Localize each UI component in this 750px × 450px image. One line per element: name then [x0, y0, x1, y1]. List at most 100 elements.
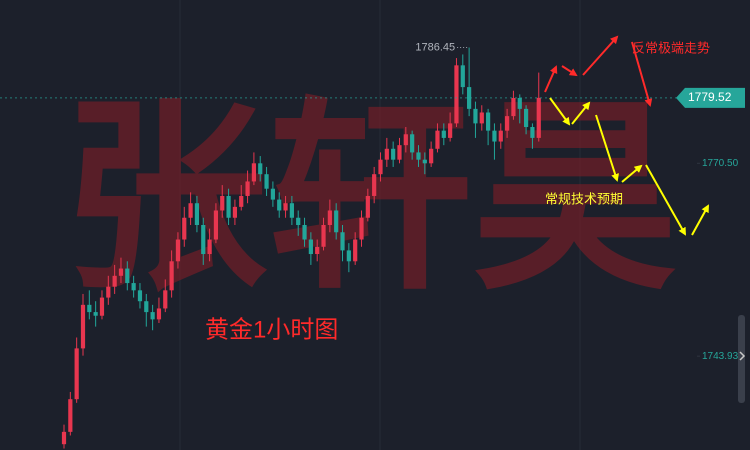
- candle-body: [207, 239, 212, 255]
- candle-body: [289, 203, 294, 218]
- candle-body: [448, 123, 453, 138]
- chart-title: 黄金1小时图: [205, 316, 338, 343]
- candle-body: [296, 217, 301, 225]
- last-price-label: 1779.52: [688, 90, 732, 104]
- candle-body: [175, 239, 181, 262]
- candle-body: [403, 134, 408, 146]
- candle-body: [251, 163, 256, 182]
- candle-body: [384, 148, 389, 160]
- arrow: [582, 35, 619, 76]
- high-label: 1786.45: [415, 41, 455, 53]
- candle-body: [106, 286, 111, 298]
- candle-body: [340, 232, 345, 251]
- candle-body: [264, 174, 269, 189]
- candle-body: [486, 112, 491, 131]
- candle-body: [226, 195, 231, 218]
- candle-body: [74, 348, 79, 400]
- yellow-arrows: [549, 97, 709, 236]
- candle-body: [68, 399, 73, 432]
- candle-body: [511, 97, 516, 117]
- red-arrows: [544, 35, 653, 107]
- candle-body: [530, 127, 535, 138]
- candle-body: [156, 308, 162, 320]
- candle-body: [99, 297, 105, 316]
- arrow: [561, 65, 578, 77]
- candle-body: [460, 65, 465, 88]
- candle-body: [137, 290, 143, 302]
- candle-body: [112, 275, 117, 287]
- candle-body: [125, 268, 130, 284]
- candle-body: [61, 431, 67, 445]
- arrow: [549, 97, 571, 126]
- annotation: 反常极端走势: [632, 40, 710, 55]
- candle-body: [283, 203, 288, 211]
- candle-body: [523, 108, 529, 128]
- candle-body: [454, 65, 459, 124]
- candle-body: [467, 87, 472, 109]
- candle-body: [422, 159, 427, 164]
- candle-body: [410, 134, 415, 153]
- candle-body: [213, 210, 219, 240]
- last-price-tag: [676, 87, 745, 108]
- watermark: 张轩昊: [63, 84, 678, 313]
- candle-body: [277, 199, 282, 211]
- arrow: [631, 41, 653, 107]
- candle-body: [220, 195, 225, 211]
- candle-body: [479, 112, 484, 124]
- candle-body: [321, 225, 326, 247]
- arrow: [691, 204, 709, 236]
- candle-body: [346, 250, 351, 262]
- candle-body: [353, 239, 358, 262]
- candle-body: [258, 163, 263, 175]
- annotation: 常规技术预期: [545, 191, 623, 206]
- arrow: [645, 164, 686, 236]
- candle-body: [163, 290, 168, 309]
- candle-body: [391, 148, 396, 160]
- candle-body: [302, 225, 307, 240]
- candle-body: [435, 130, 440, 149]
- candle-body: [87, 304, 92, 313]
- candle-body: [473, 108, 478, 124]
- candle-body: [144, 301, 149, 313]
- candle-body: [334, 210, 339, 233]
- candle-body: [80, 304, 86, 349]
- candle-body: [359, 217, 364, 240]
- candle-body: [118, 268, 124, 276]
- candle-body: [93, 312, 98, 316]
- vertical-grid: [179, 0, 581, 450]
- arrow: [571, 101, 591, 125]
- candle-body: [232, 206, 238, 218]
- candle-body: [131, 283, 136, 291]
- candle-body: [498, 130, 503, 142]
- candle-body: [372, 174, 377, 196]
- candle-body: [492, 130, 497, 142]
- candle-body: [201, 225, 206, 255]
- candle-body: [194, 203, 200, 225]
- candle-body: [505, 116, 510, 131]
- candle-body: [245, 181, 250, 196]
- candle-body: [169, 261, 174, 291]
- candle-body: [150, 312, 155, 320]
- candle-body: [416, 152, 421, 160]
- plot: 1786.45: [0, 41, 680, 449]
- candle-body: [308, 239, 313, 255]
- candle-body: [378, 159, 383, 175]
- candle-body: [327, 210, 332, 225]
- scroll-chevron[interactable]: [739, 351, 746, 361]
- arrow: [595, 114, 619, 182]
- arrow: [544, 65, 558, 93]
- candle-body: [188, 203, 193, 218]
- candle-body: [397, 145, 402, 160]
- arrow: [621, 164, 643, 183]
- candle-body: [182, 217, 187, 240]
- candle-body: [441, 130, 446, 138]
- candle-body: [315, 246, 320, 255]
- candle-body: [270, 188, 275, 200]
- candle-body: [536, 97, 541, 138]
- candle-body: [365, 195, 370, 218]
- candle-body: [517, 97, 522, 109]
- candle-body: [429, 148, 434, 164]
